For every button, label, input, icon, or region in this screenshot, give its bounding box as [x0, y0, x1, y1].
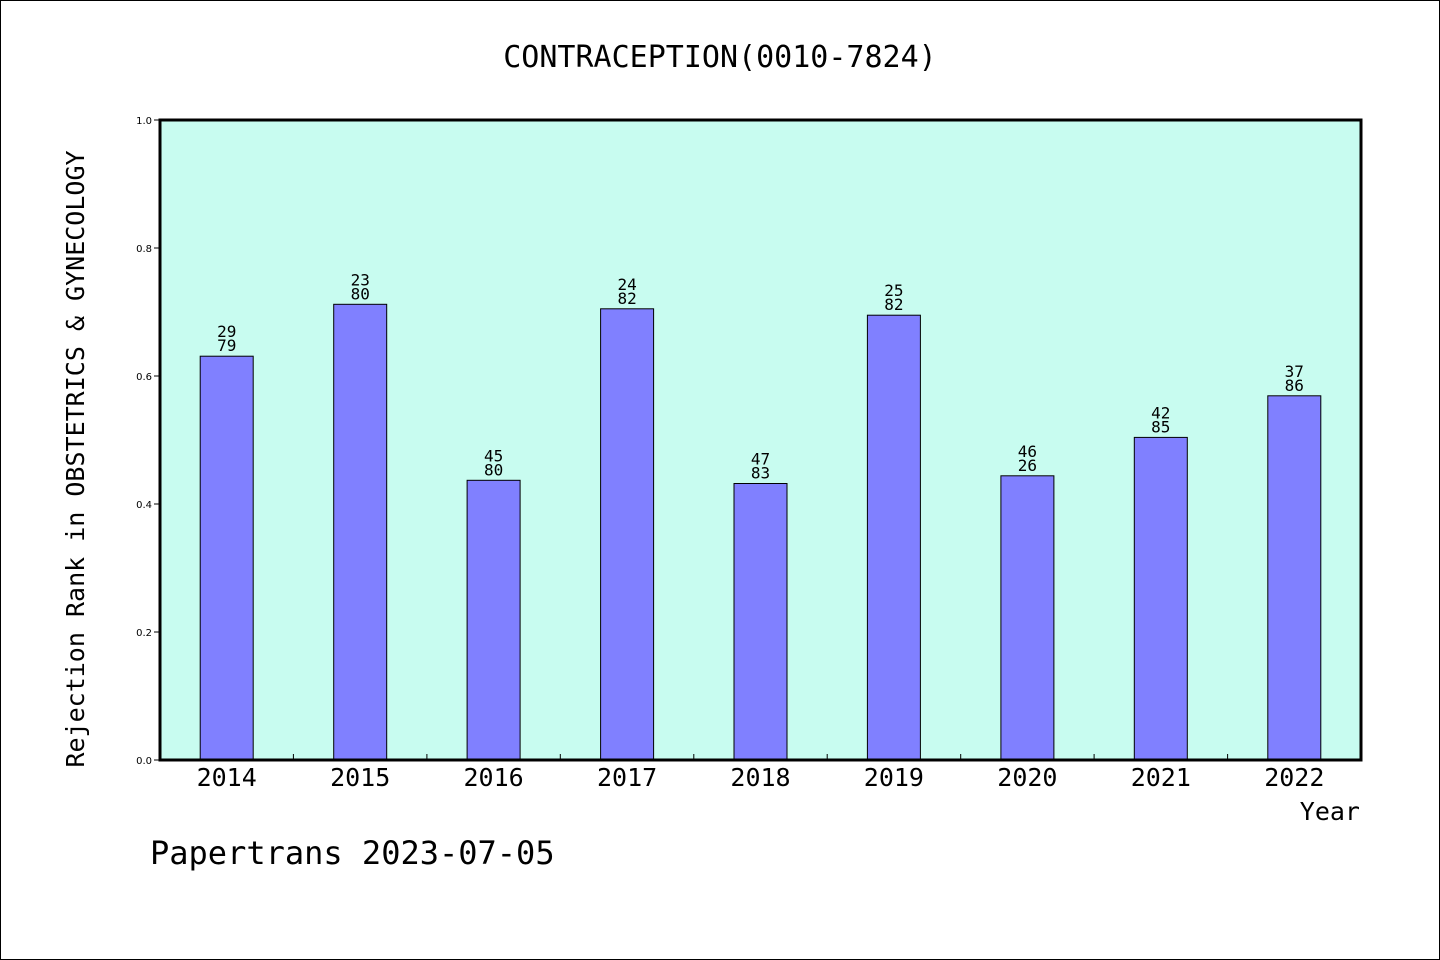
bar-label-bottom-2018: 83 — [751, 464, 770, 483]
bar-2021 — [1133, 436, 1188, 761]
y-axis: 0.0 0.2 0.4 0.6 0.8 1.0 — [136, 116, 160, 767]
bar-label-bottom-2021: 85 — [1151, 417, 1170, 436]
x-tick-label-2018: 2018 — [730, 763, 790, 792]
x-tick-label-2017: 2017 — [597, 763, 657, 792]
bars-group — [199, 303, 1322, 761]
bar-label-bottom-2016: 80 — [484, 460, 503, 479]
x-tick-label-2016: 2016 — [463, 763, 523, 792]
plot-border — [158, 118, 1363, 762]
bar-2014 — [199, 355, 254, 761]
bar-label-top-2022: 37 — [1285, 362, 1304, 381]
bar-label-top-2017: 24 — [617, 275, 636, 294]
y-tick-label-0.0: 0.0 — [136, 756, 152, 767]
y-tick-label-0.8: 0.8 — [136, 244, 152, 255]
chart-title: CONTRACEPTION(0010-7824) — [503, 40, 936, 75]
y-tick-label-0.6: 0.6 — [136, 372, 152, 383]
bar-2022 — [1267, 395, 1322, 761]
bar-2016 — [466, 479, 521, 761]
x-axis-label: Year — [1300, 797, 1360, 826]
y-axis-label: Rejection Rank in OBSTETRICS & GYNECOLOG… — [61, 150, 90, 767]
bar-label-bottom-2015: 80 — [351, 284, 370, 303]
bar-label-top-2016: 45 — [484, 446, 503, 465]
bar-2018 — [733, 483, 788, 761]
bar-label-top-2019: 25 — [884, 281, 903, 300]
bar-2017 — [600, 308, 655, 761]
bar-label-bottom-2020: 26 — [1018, 456, 1037, 475]
watermark-text: Papertrans 2023-07-05 — [150, 834, 555, 872]
x-tick-label-2020: 2020 — [997, 763, 1057, 792]
x-tick-label-2015: 2015 — [330, 763, 390, 792]
bar-label-bottom-2022: 86 — [1285, 376, 1304, 395]
bar-label-bottom-2017: 82 — [617, 289, 636, 308]
y-tick-label-0.4: 0.4 — [136, 500, 152, 511]
bar-label-top-2020: 46 — [1018, 442, 1037, 461]
x-tick-label-2019: 2019 — [864, 763, 924, 792]
x-axis: 2014 2015 2016 2017 2018 2019 2020 2021 2022 — [197, 754, 1324, 792]
x-tick-label-2021: 2021 — [1131, 763, 1191, 792]
bar-label-bottom-2014: 79 — [217, 336, 236, 355]
bar-2015 — [333, 303, 388, 761]
bar-label-bottom-2019: 82 — [884, 295, 903, 314]
y-tick-label-1.0: 1.0 — [136, 116, 152, 127]
y-tick-label-0.2: 0.2 — [136, 628, 152, 639]
bar-label-top-2014: 29 — [217, 322, 236, 341]
bar-2019 — [866, 314, 921, 761]
x-tick-label-2022: 2022 — [1264, 763, 1324, 792]
bar-2020 — [1000, 475, 1055, 761]
bar-label-top-2015: 23 — [351, 270, 370, 289]
x-tick-label-2014: 2014 — [197, 763, 257, 792]
bar-label-top-2018: 47 — [751, 450, 770, 469]
bar-label-top-2021: 42 — [1151, 403, 1170, 422]
